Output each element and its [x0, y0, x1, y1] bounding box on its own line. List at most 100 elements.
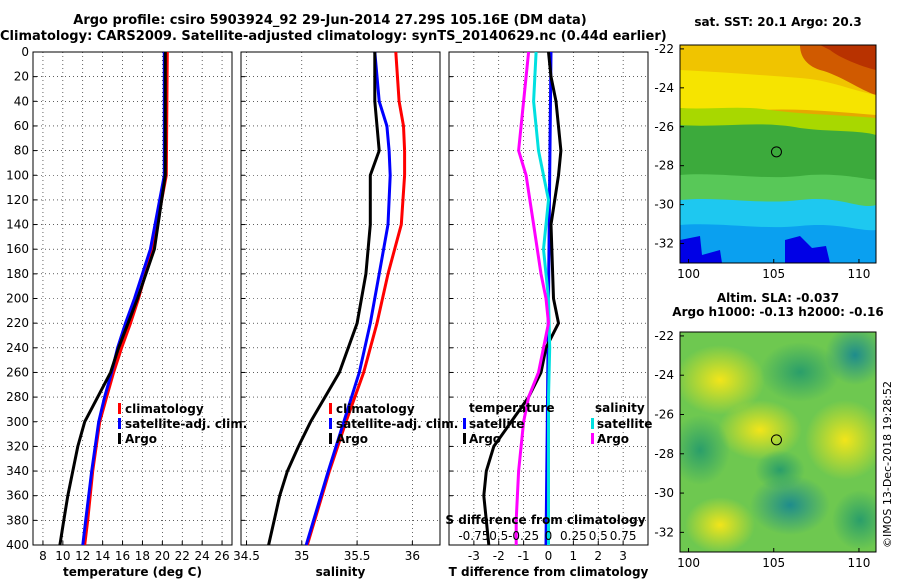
secondary-x-tick-label: 0.75 — [610, 529, 637, 543]
y-tick-label: 340 — [6, 464, 29, 478]
x-tick-label: 22 — [175, 549, 190, 563]
x-tick-label: 16 — [115, 549, 130, 563]
x-tick-label: 35 — [294, 549, 309, 563]
secondary-x-tick-label: 0.5 — [589, 529, 608, 543]
x-axis-label: T difference from climatology — [449, 565, 649, 579]
map-y-tick-label: -28 — [654, 159, 674, 173]
y-tick-label: 80 — [14, 144, 29, 158]
series-line-argo — [267, 52, 381, 546]
map-x-tick-label: 110 — [848, 267, 871, 281]
map-2-frame — [679, 331, 877, 553]
legend-swatch-salinity-sal_satellite — [591, 418, 594, 429]
panel-1-frame — [32, 51, 233, 546]
map-x-tick-label: 100 — [677, 556, 700, 570]
panel-2-frame — [240, 51, 441, 546]
y-tick-label: 160 — [6, 242, 29, 256]
x-tick-label: 26 — [214, 549, 229, 563]
x-tick-label: 0 — [545, 549, 553, 563]
series-line-salinity-satellite — [532, 51, 552, 545]
y-tick-label: 0 — [21, 45, 29, 59]
x-tick-label: 36 — [405, 549, 420, 563]
secondary-x-tick-label: -0.75 — [458, 529, 489, 543]
map-y-tick-label: -26 — [654, 408, 674, 422]
y-tick-label: 400 — [6, 538, 29, 552]
x-axis-label: temperature (deg C) — [63, 565, 202, 579]
y-tick-label: 380 — [6, 513, 29, 527]
x-tick-label: 20 — [155, 549, 170, 563]
y-tick-label: 140 — [6, 218, 29, 232]
x-axis-label: salinity — [316, 565, 366, 579]
sst-map-field — [680, 45, 876, 263]
y-tick-label: 180 — [6, 267, 29, 281]
x-tick-label: 3 — [619, 549, 627, 563]
series-line-satellite-adj-clim- — [304, 51, 392, 546]
secondary-x-tick-label: 0.25 — [560, 529, 587, 543]
y-tick-label: 120 — [6, 193, 29, 207]
map-y-tick-label: -26 — [654, 120, 674, 134]
series-line-temperature-argo — [482, 51, 563, 546]
figure-title-line-2: Climatology: CARS2009. Satellite-adjuste… — [0, 29, 667, 44]
map-y-tick-label: -32 — [654, 525, 674, 539]
legend-label: Argo — [336, 432, 368, 446]
y-tick-label: 200 — [6, 292, 29, 306]
y-tick-label: 220 — [6, 316, 29, 330]
legend-swatch-temperature-satellite — [463, 418, 466, 429]
secondary-x-tick-label: 0 — [545, 529, 553, 543]
x-tick-label: 2 — [594, 549, 602, 563]
legend-label: satellite — [597, 417, 652, 431]
argo-position-marker — [770, 434, 782, 446]
map-y-tick-label: -24 — [654, 368, 674, 382]
y-tick-label: 240 — [6, 341, 29, 355]
y-tick-label: 20 — [14, 70, 29, 84]
x-tick-label: 18 — [135, 549, 150, 563]
y-tick-label: 40 — [14, 94, 29, 108]
y-tick-label: 280 — [6, 390, 29, 404]
sla-map-field — [680, 332, 876, 552]
map-2-subtitle: Argo h1000: -0.13 h2000: -0.16 — [672, 305, 883, 319]
map-y-tick-label: -30 — [654, 198, 674, 212]
y-tick-label: 360 — [6, 489, 29, 503]
map-x-tick-label: 105 — [762, 267, 785, 281]
legend-title-salinity: salinity — [595, 401, 645, 415]
y-tick-label: 300 — [6, 415, 29, 429]
map-y-tick-label: -32 — [654, 237, 674, 251]
x-tick-label: 24 — [195, 549, 210, 563]
legend-swatch-salinity-sal_argo — [591, 433, 594, 444]
legend-title-temperature: temperature — [469, 401, 554, 415]
legend-label: climatology — [336, 402, 415, 416]
legend-label: satellite-adj. clim. — [336, 417, 458, 431]
x-tick-label: -3 — [468, 549, 480, 563]
legend-swatch-temperature-argo — [463, 433, 466, 444]
secondary-axis-label: S difference from climatology — [445, 513, 645, 527]
series-line-climatology — [305, 51, 407, 546]
x-tick-label: 8 — [39, 549, 47, 563]
map-x-tick-label: 105 — [762, 556, 785, 570]
legend-swatch-argo — [118, 433, 121, 444]
x-tick-label: 10 — [55, 549, 70, 563]
y-tick-label: 260 — [6, 365, 29, 379]
x-tick-label: 14 — [95, 549, 110, 563]
legend-label: satellite — [469, 417, 524, 431]
map-1-frame — [679, 44, 877, 264]
map-y-tick-label: -22 — [654, 42, 674, 56]
argo-position-marker — [770, 146, 782, 158]
x-tick-label: 12 — [75, 549, 90, 563]
map-y-tick-label: -28 — [654, 447, 674, 461]
map-y-tick-label: -22 — [654, 329, 674, 343]
legend-swatch-argo — [329, 433, 332, 444]
x-tick-label: 34.5 — [233, 549, 260, 563]
series-line-satellite-adj-clim- — [81, 52, 166, 546]
secondary-x-tick-label: 0.5 — [489, 529, 508, 543]
legend-swatch-satellite — [118, 418, 121, 429]
series-line-salinity-argo — [514, 51, 550, 545]
legend-label: Argo — [125, 432, 157, 446]
x-tick-label: -1 — [518, 549, 530, 563]
map-y-tick-label: -24 — [654, 81, 674, 95]
legend-label: climatology — [125, 402, 204, 416]
y-tick-label: 320 — [6, 439, 29, 453]
x-tick-label: 35.5 — [344, 549, 371, 563]
y-tick-label: 60 — [14, 119, 29, 133]
map-y-tick-label: -30 — [654, 486, 674, 500]
legend-swatch-climatology — [118, 403, 121, 414]
